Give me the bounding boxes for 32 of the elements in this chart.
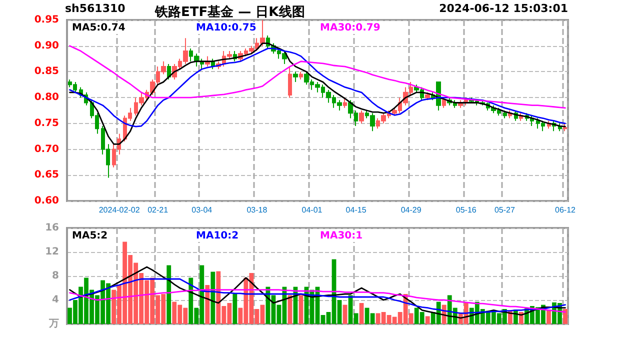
text: MA5:0.74	[72, 22, 126, 34]
x-tick-label: 02-21	[148, 206, 169, 214]
chart-title: 铁路ETF基金 — 日K线图	[154, 5, 305, 20]
y-tick-label: 16	[45, 222, 60, 234]
y-tick-label: 4	[52, 294, 60, 306]
text: MA10:2	[196, 230, 239, 242]
y-tick-label: 0.75	[34, 118, 60, 129]
x-tick-label: 2024-02-02	[98, 206, 140, 214]
y-tick-label: 0.60	[34, 196, 60, 206]
y-tick-label: 0.85	[34, 66, 60, 78]
y-tick-label: 万	[48, 318, 59, 330]
text: MA30:0.79	[320, 22, 380, 34]
y-tick-label: 0.90	[34, 40, 60, 52]
y-tick-label: 0.80	[34, 92, 60, 104]
text: MA30:1	[320, 230, 363, 242]
text: sh561310	[65, 2, 126, 15]
x-tick-label: 04-29	[400, 206, 422, 214]
text: 2024-06-12 15:03:01	[439, 2, 568, 15]
y-tick-label: 8	[52, 270, 60, 282]
x-tick-label: 06-12	[555, 206, 576, 214]
x-tick-label: 05-16	[456, 206, 477, 214]
y-tick-label: 0.95	[34, 14, 60, 26]
y-tick-label: 0.65	[34, 170, 60, 181]
x-tick-label: 03-04	[192, 206, 213, 214]
x-tick-label: 05-27	[494, 206, 516, 214]
x-tick-label: 04-15	[346, 206, 367, 214]
y-tick-label: 12	[45, 246, 60, 258]
series-label: MA10:0.75	[196, 22, 256, 34]
text: MA5:2	[72, 230, 108, 242]
x-tick-label: 03-18	[246, 206, 268, 214]
y-tick-label: 0.70	[34, 144, 60, 155]
x-tick-label: 04-01	[302, 206, 323, 214]
